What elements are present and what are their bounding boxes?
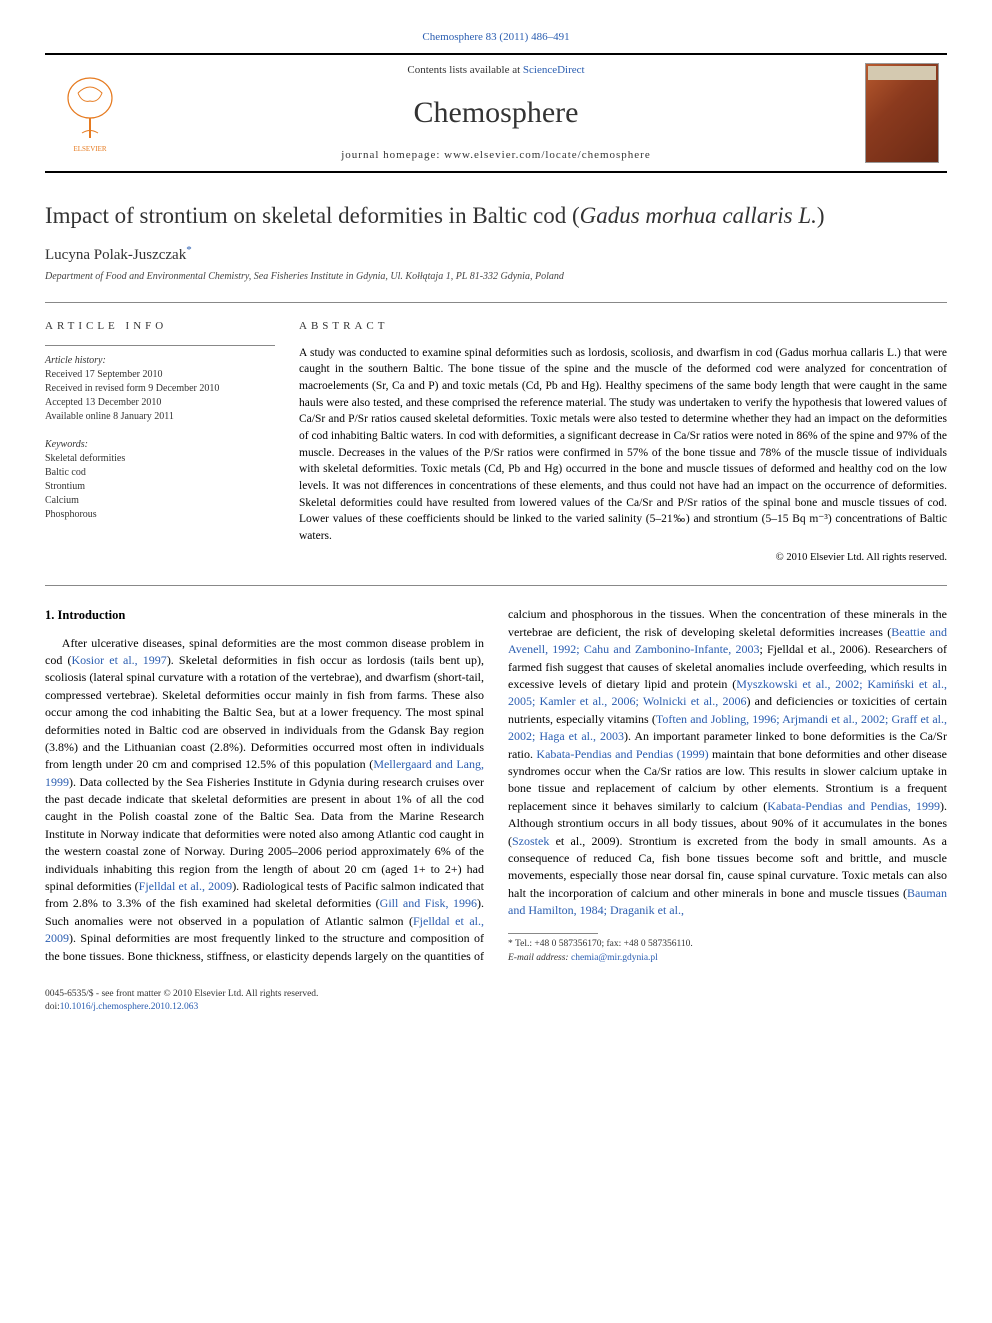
author-text: Lucyna Polak-Juszczak: [45, 247, 186, 263]
section-heading-intro: 1. Introduction: [45, 606, 484, 624]
contents-line: Contents lists available at ScienceDirec…: [135, 63, 857, 78]
rule: [45, 345, 275, 346]
citation-link[interactable]: Szostek: [512, 834, 549, 848]
article-info-column: ARTICLE INFO Article history: Received 1…: [45, 319, 275, 565]
page: Chemosphere 83 (2011) 486–491 ELSEVIER C…: [0, 0, 992, 1045]
contents-prefix: Contents lists available at: [407, 64, 522, 76]
keyword: Calcium: [45, 494, 275, 508]
history-item: Received 17 September 2010: [45, 368, 275, 382]
title-part-1: Impact of strontium on skeletal deformit…: [45, 203, 580, 228]
elsevier-logo: ELSEVIER: [45, 55, 135, 171]
history-item: Accepted 13 December 2010: [45, 396, 275, 410]
email-label: E-mail address:: [508, 953, 571, 963]
footer-copyright: 0045-6535/$ - see front matter © 2010 El…: [45, 988, 947, 1001]
body-paragraph: After ulcerative diseases, spinal deform…: [45, 606, 947, 966]
text-run: et al., 2009). Strontium is excreted fro…: [508, 834, 947, 900]
sciencedirect-link[interactable]: ScienceDirect: [523, 64, 585, 76]
keywords-block: Keywords: Skeletal deformities Baltic co…: [45, 438, 275, 522]
corresponding-footnote: * Tel.: +48 0 587356170; fax: +48 0 5873…: [508, 938, 947, 966]
body-two-column: 1. Introduction After ulcerative disease…: [45, 606, 947, 966]
abstract-column: ABSTRACT A study was conducted to examin…: [299, 319, 947, 565]
journal-title: Chemosphere: [135, 92, 857, 134]
abstract-copyright: © 2010 Elsevier Ltd. All rights reserved…: [299, 551, 947, 566]
keywords-label: Keywords:: [45, 438, 275, 452]
keyword: Strontium: [45, 480, 275, 494]
article-title: Impact of strontium on skeletal deformit…: [45, 201, 947, 231]
journal-cover: [857, 55, 947, 171]
fax-label: ; fax:: [601, 939, 623, 949]
footnote-rule: [508, 933, 598, 934]
meta-abstract-row: ARTICLE INFO Article history: Received 1…: [45, 303, 947, 577]
citation-link[interactable]: Fjelldal et al., 2009: [139, 879, 233, 893]
keyword: Phosphorous: [45, 508, 275, 522]
text-run: not observed in a population of Atlantic…: [158, 914, 413, 928]
citation-link[interactable]: Kabata-Pendias and Pendias, 1999: [767, 799, 940, 813]
history-item: Received in revised form 9 December 2010: [45, 382, 275, 396]
doi-link[interactable]: 10.1016/j.chemosphere.2010.12.063: [60, 1002, 199, 1012]
rule: [45, 585, 947, 586]
svg-text:ELSEVIER: ELSEVIER: [73, 145, 106, 153]
top-citation[interactable]: Chemosphere 83 (2011) 486–491: [45, 30, 947, 45]
citation-link[interactable]: Kosior et al., 1997: [71, 653, 166, 667]
keyword: Skeletal deformities: [45, 452, 275, 466]
text-run: ). Data collected by the Sea Fisheries I…: [45, 775, 484, 893]
history-label: Article history:: [45, 354, 275, 368]
abstract-label: ABSTRACT: [299, 319, 947, 334]
page-footer: 0045-6535/$ - see front matter © 2010 El…: [45, 988, 947, 1015]
keyword: Baltic cod: [45, 466, 275, 480]
homepage-prefix: journal homepage:: [341, 149, 444, 161]
journal-header: ELSEVIER Contents lists available at Sci…: [45, 53, 947, 173]
corresponding-star-icon[interactable]: *: [186, 244, 192, 256]
tel-label: Tel.:: [515, 939, 534, 949]
doi-label: doi:: [45, 1002, 60, 1012]
header-center: Contents lists available at ScienceDirec…: [135, 55, 857, 171]
history-item: Available online 8 January 2011: [45, 410, 275, 424]
citation-link[interactable]: Kabata-Pendias and Pendias (1999): [536, 747, 708, 761]
text-run: ). Skeletal deformities in fish occur as…: [45, 653, 484, 771]
title-part-2: ): [817, 203, 825, 228]
tel-value: +48 0 587356170: [534, 939, 601, 949]
article-history: Article history: Received 17 September 2…: [45, 354, 275, 424]
affiliation: Department of Food and Environmental Che…: [45, 270, 947, 284]
article-info-label: ARTICLE INFO: [45, 319, 275, 334]
cover-thumbnail: [865, 63, 939, 163]
elsevier-tree-icon: ELSEVIER: [55, 73, 125, 153]
citation-link[interactable]: Gill and Fisk, 1996: [380, 896, 477, 910]
fax-value: +48 0 587356110.: [624, 939, 693, 949]
abstract-text: A study was conducted to examine spinal …: [299, 345, 947, 545]
homepage-line: journal homepage: www.elsevier.com/locat…: [135, 148, 857, 163]
footer-doi: doi:10.1016/j.chemosphere.2010.12.063: [45, 1001, 947, 1014]
author-name: Lucyna Polak-Juszczak*: [45, 243, 947, 266]
title-species: Gadus morhua callaris L.: [580, 203, 817, 228]
footnote-star-icon: *: [508, 939, 515, 949]
email-link[interactable]: chemia@mir.gdynia.pl: [571, 953, 658, 963]
homepage-url[interactable]: www.elsevier.com/locate/chemosphere: [444, 149, 651, 161]
